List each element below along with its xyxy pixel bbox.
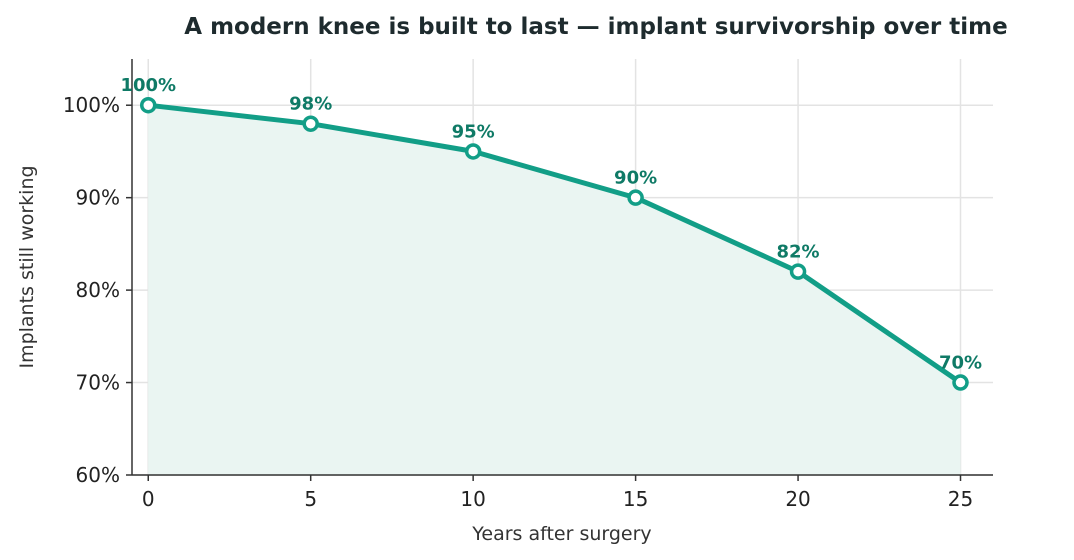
y-ticks: 60% 70% 80% 90% 100% [63,93,132,487]
x-ticks: 0 5 10 15 20 25 [142,475,973,511]
x-axis-label: Years after surgery [471,523,651,545]
data-label: 95% [452,121,495,142]
x-tick-label: 10 [460,487,485,511]
y-axis-label: Implants still working [16,165,38,368]
data-points [139,96,969,391]
data-label: 90% [614,168,657,189]
data-point [789,263,807,280]
axes [131,59,993,476]
x-tick-label: 5 [304,487,317,511]
y-tick-label: 100% [63,93,120,117]
x-tick-label: 25 [948,487,973,511]
series-line [145,102,963,386]
data-point [627,189,644,206]
x-tick-label: 0 [142,487,155,511]
data-point [139,96,157,114]
y-tick-label: 90% [76,186,120,210]
y-tick-label: 70% [76,371,120,395]
area-fill [148,105,961,475]
y-tick-label: 60% [76,463,120,487]
x-tick-label: 15 [623,487,648,511]
data-point [952,374,969,391]
data-labels: 100% 98% 95% 90% 82% 70% [120,75,982,373]
data-label: 82% [777,242,820,263]
data-point [302,115,319,132]
x-tick-label: 20 [785,487,810,511]
data-label: 98% [289,94,332,115]
y-tick-label: 80% [76,278,120,302]
data-point [464,143,482,160]
chart-title: A modern knee is built to last — implant… [184,14,1007,40]
data-label: 70% [939,353,982,374]
data-label: 100% [120,75,176,96]
